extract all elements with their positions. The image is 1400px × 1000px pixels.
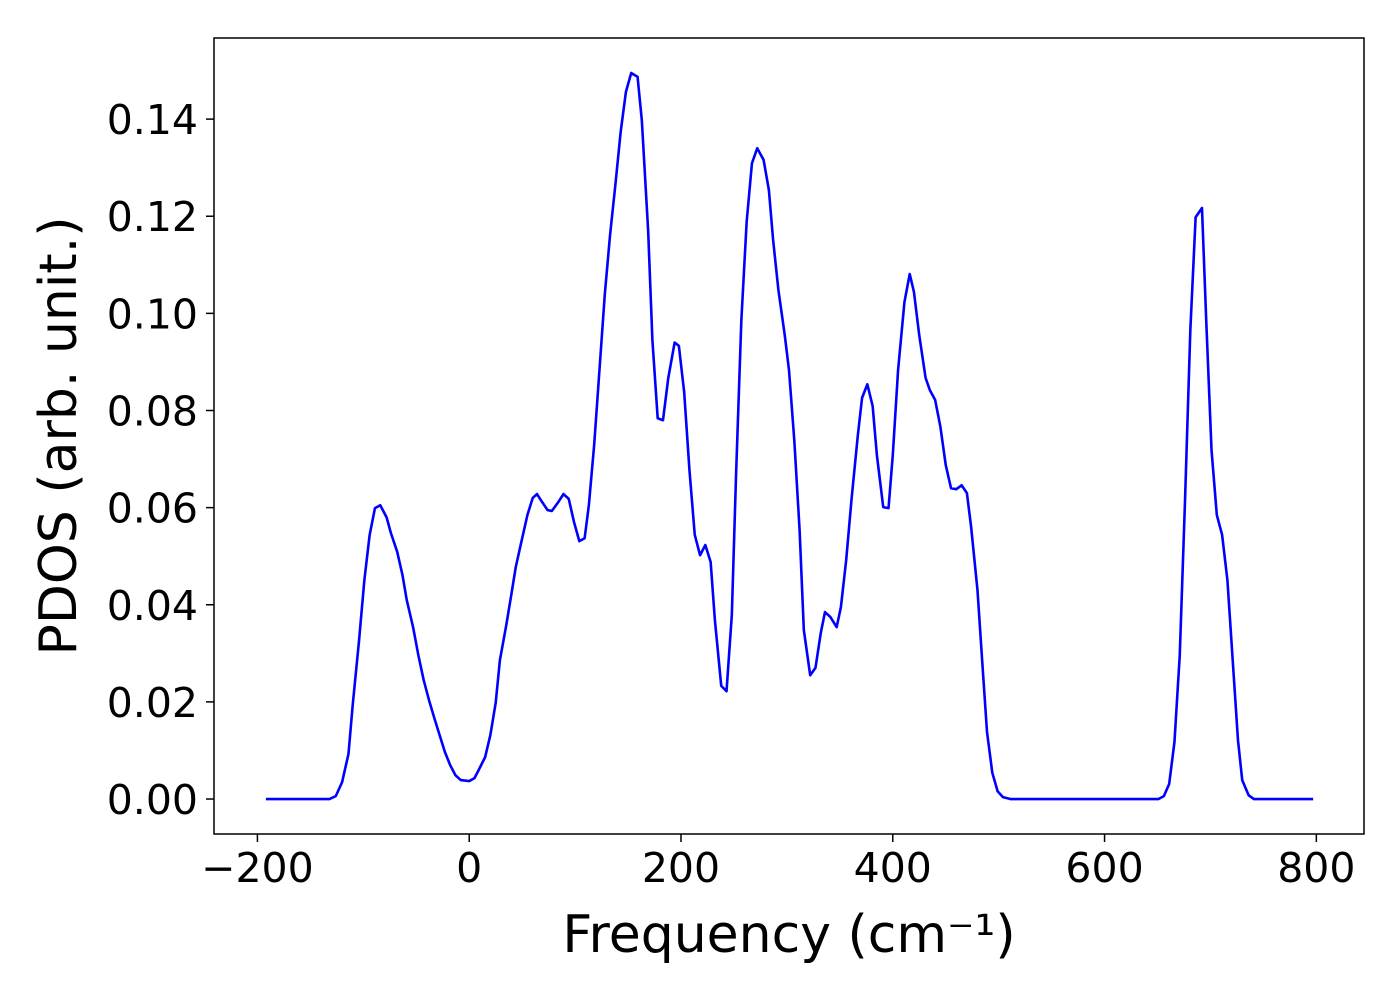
y-tick-label: 0.14 (107, 96, 198, 144)
y-axis-label: PDOS (arb. unit.) (29, 216, 89, 655)
y-tick-label: 0.00 (107, 776, 198, 824)
y-tick-label: 0.10 (107, 290, 198, 338)
x-tick-label: 0 (456, 844, 482, 892)
plot-frame (213, 37, 1365, 835)
data-line (265, 71, 1314, 801)
y-tick-label: 0.12 (107, 193, 198, 241)
x-axis-label: Frequency (cm⁻¹) (562, 905, 1015, 965)
x-tick-label: −200 (201, 844, 314, 892)
y-tick-label: 0.08 (107, 388, 198, 436)
x-tick-label: 400 (854, 844, 932, 892)
y-tick-label: 0.04 (107, 582, 198, 630)
y-tick-label: 0.06 (107, 485, 198, 533)
x-tick-label: 200 (642, 844, 720, 892)
y-tick-label: 0.02 (107, 679, 198, 727)
x-tick-label: 800 (1277, 844, 1355, 892)
x-tick-label: 600 (1065, 844, 1143, 892)
